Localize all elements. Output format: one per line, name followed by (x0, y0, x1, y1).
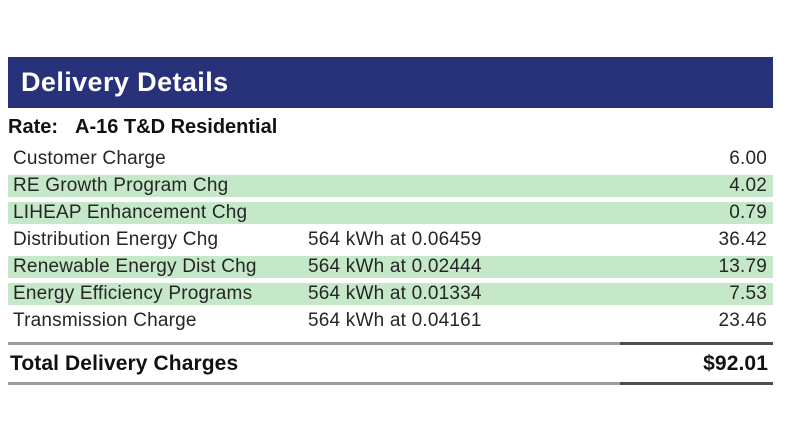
charge-row: Customer Charge 6.00 (8, 148, 773, 170)
charge-row: Distribution Energy Chg 564 kWh at 0.0645… (8, 229, 773, 251)
rate-value: A-16 T&D Residential (75, 115, 278, 138)
charge-detail: 564 kWh at 0.01334 (308, 283, 482, 304)
charge-name: Customer Charge (13, 148, 166, 169)
charge-name: Energy Efficiency Programs (13, 283, 253, 304)
charge-amount: 23.46 (718, 310, 767, 331)
section-header-bar: Delivery Details (8, 57, 773, 108)
total-amount: $92.01 (703, 351, 768, 375)
section-title: Delivery Details (21, 67, 229, 97)
charge-amount: 13.79 (718, 256, 767, 277)
charge-row: LIHEAP Enhancement Chg 0.79 (8, 202, 773, 224)
charge-detail: 564 kWh at 0.02444 (308, 256, 482, 277)
charge-name: Distribution Energy Chg (13, 229, 219, 250)
delivery-details-section: Delivery Details Rate: A-16 T&D Resident… (8, 57, 773, 385)
total-row: Total Delivery Charges $92.01 (8, 345, 773, 382)
total-rule-bottom (8, 382, 773, 385)
charge-amount: 7.53 (729, 283, 767, 304)
charge-amount: 4.02 (729, 175, 767, 196)
charge-row: Transmission Charge 564 kWh at 0.04161 23.… (8, 310, 773, 332)
charge-amount: 6.00 (729, 148, 767, 169)
charge-name: Renewable Energy Dist Chg (13, 256, 257, 277)
rate-label: Rate: (8, 115, 59, 138)
total-rule-top (8, 342, 773, 345)
charge-row: Renewable Energy Dist Chg 564 kWh at 0.02… (8, 256, 773, 278)
charge-amount: 36.42 (718, 229, 767, 250)
charge-detail: 564 kWh at 0.06459 (308, 229, 482, 250)
charge-amount: 0.79 (729, 202, 767, 223)
charge-detail: 564 kWh at 0.04161 (308, 310, 482, 331)
rate-line: Rate: A-16 T&D Residential (8, 114, 773, 140)
charge-row: Energy Efficiency Programs 564 kWh at 0.0… (8, 283, 773, 305)
charge-name: LIHEAP Enhancement Chg (13, 202, 248, 223)
total-label: Total Delivery Charges (10, 351, 239, 375)
charges-table: Customer Charge 6.00 RE Growth Program Chg… (8, 148, 773, 332)
charge-name: RE Growth Program Chg (13, 175, 229, 196)
charge-name: Transmission Charge (13, 310, 197, 331)
charge-row: RE Growth Program Chg 4.02 (8, 175, 773, 197)
